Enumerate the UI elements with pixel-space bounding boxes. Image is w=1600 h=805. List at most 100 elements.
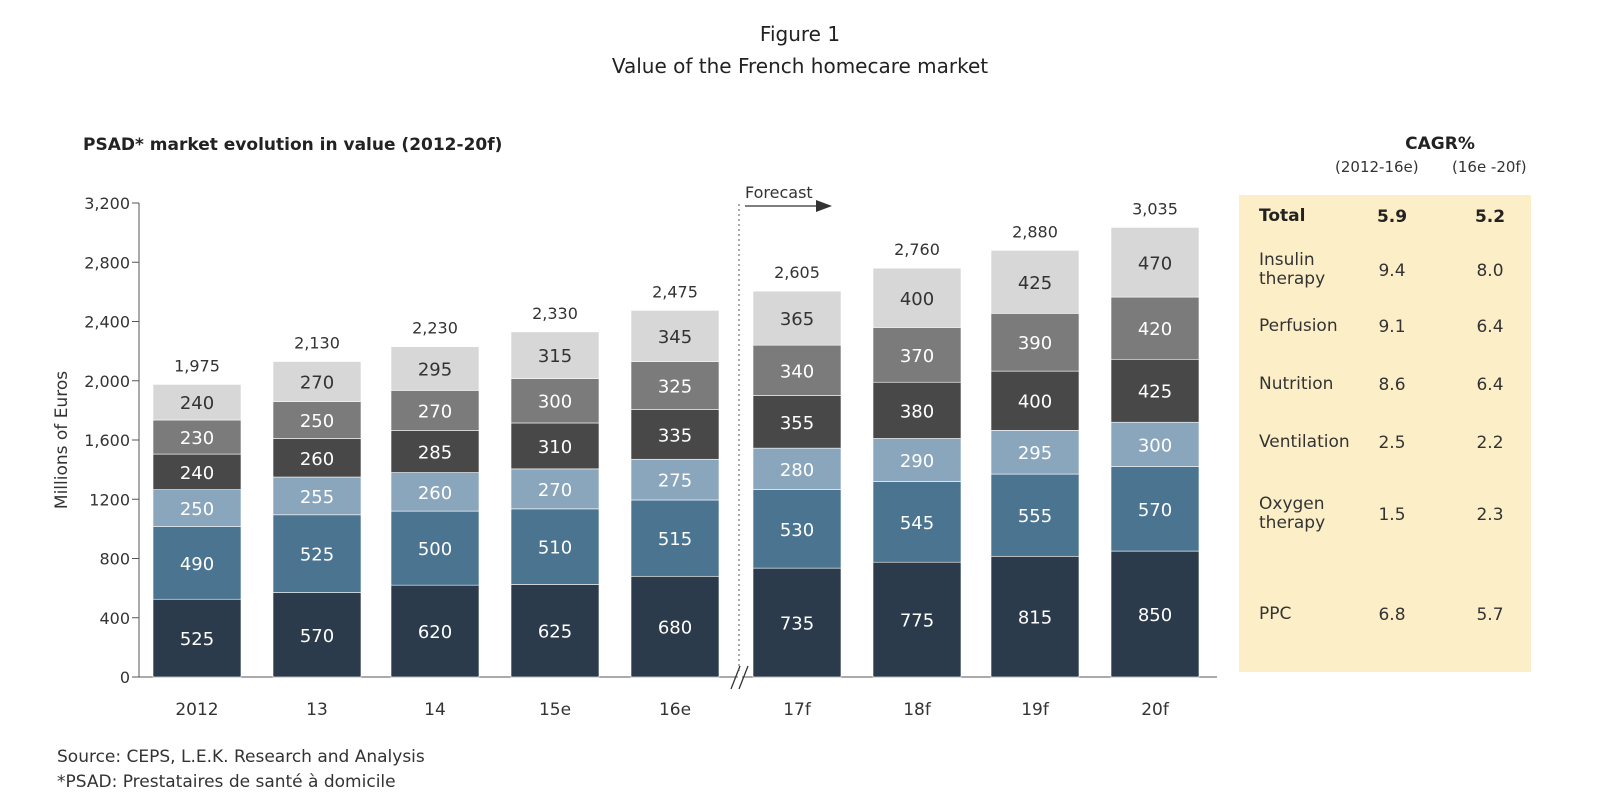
bar-value-label: 260 [300,449,334,470]
x-tick-label: 16e [659,700,691,720]
bar-value-label: 735 [780,614,814,635]
bar-value-label: 240 [180,463,214,484]
bar-segment [1110,227,1200,298]
bar-segment [152,419,242,455]
bar-value-label: 295 [418,360,452,381]
cagr-row-label: PPC [1259,604,1292,624]
bar-value-label: 240 [180,393,214,414]
bar-segment [752,290,842,346]
cagr-period-2012-16e: (2012-16e) [1335,158,1419,176]
bar-total-label: 3,035 [1132,199,1178,218]
bar-value-label: 425 [1018,273,1052,294]
bar-segment [390,390,480,431]
bar-segment [630,310,720,362]
cagr-row-label: Total [1259,206,1306,226]
bar-segment [1110,421,1200,467]
bar-value-label: 620 [418,622,452,643]
footnote: *PSAD: Prestataires de santé à domicile [57,772,396,792]
bar-total-label: 2,880 [1012,222,1058,241]
bar-segment [990,430,1080,475]
bar-segment [510,378,600,424]
bar-segment [990,313,1080,372]
bar-segment [272,438,362,478]
cagr-row-label: Perfusion [1259,316,1338,336]
bar-value-label: 530 [780,520,814,541]
bar-segment [390,510,480,586]
bar-value-label: 355 [780,413,814,434]
bar-value-label: 390 [1018,333,1052,354]
bar-segment [152,453,242,490]
chart-panel-title: PSAD* market evolution in value (2012-20… [83,135,503,155]
x-tick-label: 2012 [175,700,218,720]
bar-value-label: 255 [300,487,334,508]
cagr-value-16e-20f: 6.4 [1476,317,1504,337]
bar-value-label: 310 [538,437,572,458]
bar-value-label: 300 [1138,435,1172,456]
bar-segment [1110,466,1200,552]
figure-label: Figure 1 [759,22,841,46]
cagr-value-16e-20f: 5.7 [1476,605,1504,625]
bar-value-label: 285 [418,442,452,463]
bar-value-label: 545 [900,513,934,534]
bar-segment [152,489,242,527]
bar-value-label: 775 [900,611,934,632]
bar-value-label: 555 [1018,506,1052,527]
bar-value-label: 570 [1138,500,1172,521]
bar-segment [272,361,362,402]
y-tick-label: 400 [99,609,130,628]
cagr-value-16e-20f: 2.3 [1476,505,1504,525]
cagr-value-2012-16e: 9.4 [1378,261,1406,281]
cagr-row-label: Oxygen therapy [1259,494,1326,533]
y-tick-label: 3,200 [84,194,130,213]
bar-segment [752,395,842,449]
cagr-value-2012-16e: 1.5 [1378,505,1406,525]
cagr-value-16e-20f: 6.4 [1476,375,1504,395]
bar-value-label: 525 [180,629,214,650]
cagr-value-16e-20f: 8.0 [1476,261,1504,281]
bar-segment [510,331,600,379]
bar-total-label: 2,475 [652,282,698,301]
y-tick-label: 800 [99,550,130,569]
x-tick-label: 18f [903,700,932,720]
cagr-title: CAGR% [1405,134,1475,154]
bar-value-label: 680 [658,618,692,639]
bar-value-label: 400 [900,289,934,310]
bar-total-label: 2,130 [294,333,340,352]
bar-value-label: 260 [418,483,452,504]
bar-value-label: 300 [538,392,572,413]
bar-segment [872,267,962,328]
figure-title: Value of the French homecare market [611,54,989,78]
cagr-value-16e-20f: 2.2 [1476,433,1504,453]
bar-value-label: 325 [658,377,692,398]
bar-value-label: 335 [658,425,692,446]
cagr-value-2012-16e: 9.1 [1378,317,1406,337]
bar-segment [990,370,1080,431]
bar-value-label: 270 [300,372,334,393]
bar-value-label: 370 [900,346,934,367]
y-tick-label: 0 [120,668,130,687]
bar-segment [872,561,962,678]
bar-segment [1110,550,1200,678]
bar-total-label: 1,975 [174,356,220,375]
bar-total-label: 2,760 [894,240,940,259]
bar-value-label: 380 [900,401,934,422]
bar-segment [272,514,362,593]
bar-segment [872,438,962,482]
bar-value-label: 315 [538,346,572,367]
x-tick-label: 17f [783,700,812,720]
bar-segment [510,422,600,470]
bar-total-label: 2,230 [412,319,458,338]
bar-segment [630,575,720,678]
bar-value-label: 525 [300,545,334,566]
stacked-bar-chart: 0 400 800 1200 1,600 2,000 2,400 2,800 3,200 Mill… [52,183,1217,720]
bar-value-label: 420 [1138,319,1172,340]
x-tick-label: 19f [1021,700,1050,720]
x-tick-label: 13 [306,700,328,720]
bar-value-label: 470 [1138,253,1172,274]
bar-value-label: 815 [1018,608,1052,629]
cagr-value-2012-16e: 8.6 [1378,375,1406,395]
cagr-value-2012-16e: 6.8 [1378,605,1406,625]
bar-segment [872,327,962,383]
cagr-period-16e-20f: (16e -20f) [1452,158,1527,176]
bar-value-label: 510 [538,538,572,559]
